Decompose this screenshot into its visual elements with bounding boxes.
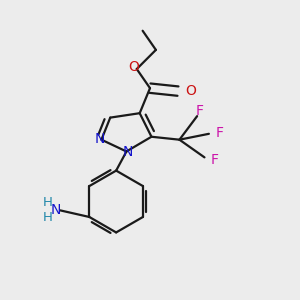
Text: N: N [51, 203, 61, 217]
Text: F: F [215, 126, 223, 140]
Text: F: F [211, 153, 219, 167]
Text: H: H [43, 211, 53, 224]
Text: N: N [122, 145, 133, 159]
Text: H: H [43, 196, 53, 209]
Text: O: O [185, 83, 196, 98]
Text: N: N [95, 131, 105, 146]
Text: F: F [196, 104, 203, 118]
Text: O: O [128, 60, 139, 74]
